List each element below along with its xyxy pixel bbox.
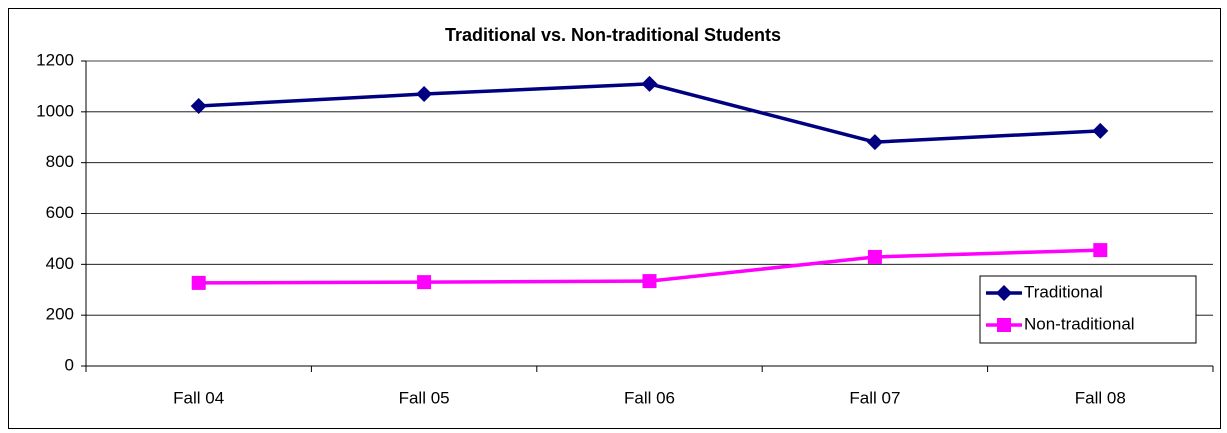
marker (997, 318, 1011, 332)
marker (417, 275, 432, 290)
chart-title: Traditional vs. Non-traditional Students (445, 25, 781, 45)
y-tick-label: 0 (65, 355, 74, 374)
y-tick-label: 1000 (36, 101, 74, 120)
chart-border (8, 8, 1221, 429)
y-tick-label: 1200 (36, 50, 74, 69)
x-tick-label: Fall 08 (1075, 388, 1126, 407)
y-tick-label: 800 (46, 152, 74, 171)
legend-label: Traditional (1024, 282, 1103, 301)
x-tick-label: Fall 04 (173, 388, 224, 407)
marker (867, 249, 882, 264)
marker (642, 274, 657, 289)
y-tick-label: 200 (46, 305, 74, 324)
marker (191, 275, 206, 290)
legend-box (979, 275, 1197, 344)
marker (190, 97, 207, 114)
x-tick-label: Fall 06 (624, 388, 675, 407)
legend-label: Non-traditional (1024, 314, 1135, 333)
marker (866, 134, 883, 151)
marker (1093, 243, 1108, 258)
marker (996, 285, 1012, 301)
marker (641, 75, 658, 92)
marker (416, 86, 433, 103)
y-tick-label: 600 (46, 203, 74, 222)
x-tick-label: Fall 05 (399, 388, 450, 407)
y-tick-label: 400 (46, 254, 74, 273)
x-tick-label: Fall 07 (849, 388, 900, 407)
marker (1092, 122, 1109, 139)
